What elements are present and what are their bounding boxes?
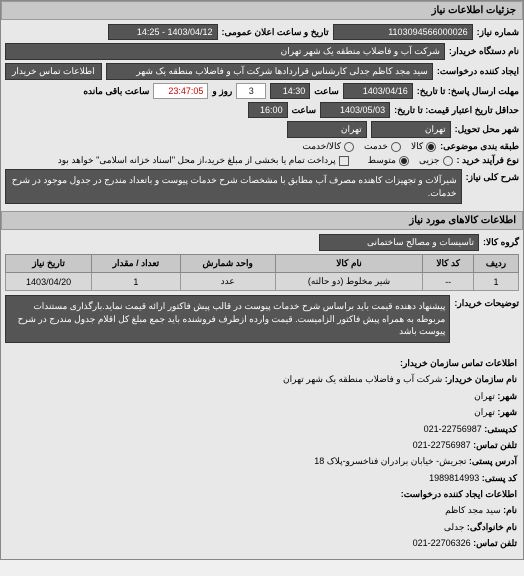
col-code: کد کالا — [423, 255, 474, 273]
price-time-field: 16:00 — [248, 102, 288, 118]
contact-addr-label: آدرس پستی: — [469, 456, 517, 466]
announce-field: 1403/04/12 - 14:25 — [108, 24, 218, 40]
remain-time-field: 23:47:05 — [153, 83, 208, 99]
col-row: ردیف — [474, 255, 519, 273]
cell-code: -- — [423, 273, 474, 291]
details-body: شماره نیاز: 1103094566000026 تاریخ و ساع… — [1, 20, 523, 211]
contact-phone-label: تلفن تماس: — [473, 440, 517, 450]
time-label-2: ساعت — [292, 105, 317, 116]
col-name: نام کالا — [275, 255, 423, 273]
cat-service-item[interactable]: خدمت — [364, 141, 401, 152]
col-qty: تعداد / مقدار — [92, 255, 181, 273]
contact-addr: تجریش- خیابان برادران فناخسرو-پلاک 18 — [314, 456, 466, 466]
radio-icon — [443, 156, 453, 166]
header-goods: اطلاعات کالاهای مورد نیاز — [1, 211, 523, 230]
buy-mid-item[interactable]: متوسط — [368, 155, 409, 166]
contact-prov-label: شهر: — [497, 391, 517, 401]
org-field: شرکت آب و فاضلاب منطقه یک شهر تهران — [5, 43, 445, 60]
contact-postal: 22756987-021 — [424, 424, 482, 434]
deadline-time-field: 14:30 — [270, 83, 310, 99]
remain-label: ساعت باقی مانده — [83, 86, 149, 97]
announce-label: تاریخ و ساعت اعلان عمومی: — [222, 27, 329, 38]
cat-pay-item[interactable]: کالا/خدمت — [302, 141, 354, 152]
radio-icon — [344, 142, 354, 152]
deadline-label: مهلت ارسال پاسخ: تا تاریخ: — [417, 86, 519, 97]
org-label: نام دستگاه خریدار: — [449, 46, 519, 57]
contact-post: 1989814993 — [429, 473, 479, 483]
header-main: جزئیات اطلاعات نیاز — [1, 1, 523, 20]
contact-city: تهران — [474, 407, 495, 417]
cell-row: 1 — [474, 273, 519, 291]
price-date-field: 1403/05/03 — [320, 102, 390, 118]
buyer-note-box: پیشنهاد دهنده قیمت باید براساس شرح خدمات… — [5, 295, 450, 343]
creator-label: ایجاد کننده درخواست: — [437, 66, 519, 77]
contact-prov: تهران — [474, 391, 495, 401]
cat-goods-item[interactable]: کالا — [411, 141, 436, 152]
cell-unit: عدد — [180, 273, 275, 291]
contact-tel: 22706326-021 — [413, 538, 471, 548]
desc-box: شیرآلات و تجهیزات کاهنده مصرف آب مطابق ب… — [5, 169, 462, 204]
contact-post-label: کد پستی: — [482, 473, 517, 483]
pay-note-label: پرداخت تمام یا بخشی از مبلغ خرید،از محل … — [58, 155, 336, 166]
city-field-2: تهران — [287, 121, 367, 138]
buy-type-label: نوع فرآیند خرید : — [457, 155, 520, 166]
radio-checked-icon — [399, 156, 409, 166]
buy-small-item[interactable]: جزیی — [419, 155, 453, 166]
price-deadline-label: حداقل تاریخ اعتبار قیمت: تا تاریخ: — [394, 105, 519, 116]
cat-label: طبقه بندی موضوعی: — [440, 141, 519, 152]
deadline-date-field: 1403/04/16 — [343, 83, 413, 99]
contact-family-label: نام خانوادگی: — [467, 522, 517, 532]
radio-checked-icon — [426, 142, 436, 152]
buy-mid-label: متوسط — [368, 155, 396, 166]
pay-note-item[interactable]: پرداخت تمام یا بخشی از مبلغ خرید،از محل … — [58, 155, 349, 166]
city-field-1: تهران — [371, 121, 451, 138]
col-unit: واحد شمارش — [180, 255, 275, 273]
cat-goods-label: کالا — [411, 141, 423, 152]
cat-service-label: خدمت — [364, 141, 388, 152]
desc-label: شرح کلی نیاز: — [466, 169, 519, 183]
main-container: جزئیات اطلاعات نیاز شماره نیاز: 11030945… — [0, 0, 524, 560]
cell-name: شیر مخلوط (دو حالته) — [275, 273, 423, 291]
creator-header: اطلاعات ایجاد کننده درخواست: — [7, 487, 517, 501]
time-label-1: ساعت — [314, 86, 339, 97]
cat-radio-group: کالا خدمت کالا/خدمت — [302, 141, 436, 152]
cell-qty: 1 — [92, 273, 181, 291]
radio-icon — [391, 142, 401, 152]
days-field: 3 — [236, 83, 266, 99]
city-label: شهر محل تحویل: — [455, 124, 519, 135]
table-row: 1 -- شیر مخلوط (دو حالته) عدد 1 1403/04/… — [6, 273, 519, 291]
checkbox-icon — [339, 156, 349, 166]
contact-button[interactable]: اطلاعات تماس خریدار — [5, 63, 102, 80]
contact-name-label: نام: — [503, 505, 517, 515]
days-label: روز و — [212, 86, 232, 97]
contact-family: جدلی — [444, 522, 465, 532]
contact-city-label: شهر: — [497, 407, 517, 417]
need-number-label: شماره نیاز: — [477, 27, 519, 38]
contact-org: شرکت آب و فاضلاب منطقه یک شهر تهران — [283, 374, 442, 384]
group-field: تاسیسات و مصالح ساختمانی — [319, 234, 479, 251]
contact-header: اطلاعات تماس سازمان خریدار: — [7, 356, 517, 370]
contact-section: اطلاعات تماس سازمان خریدار: نام سازمان خ… — [1, 350, 523, 559]
col-date: تاریخ نیاز — [6, 255, 92, 273]
contact-name: سید مجد کاظم — [445, 505, 501, 515]
goods-table: ردیف کد کالا نام کالا واحد شمارش تعداد /… — [5, 254, 519, 291]
buyer-note-label: توضیحات خریدار: — [454, 295, 519, 309]
buy-small-label: جزیی — [419, 155, 440, 166]
cell-date: 1403/04/20 — [6, 273, 92, 291]
contact-org-label: نام سازمان خریدار: — [445, 374, 517, 384]
goods-body: گروه کالا: تاسیسات و مصالح ساختمانی ردیف… — [1, 230, 523, 350]
need-number-field: 1103094566000026 — [333, 24, 473, 40]
group-label: گروه کالا: — [483, 237, 519, 248]
cat-pay-label: کالا/خدمت — [302, 141, 341, 152]
contact-tel-label: تلفن تماس: — [473, 538, 517, 548]
contact-postal-label: کدپستی: — [484, 424, 517, 434]
contact-phone: 22756987-021 — [413, 440, 471, 450]
buy-radio-group: جزیی متوسط — [368, 155, 453, 166]
table-header-row: ردیف کد کالا نام کالا واحد شمارش تعداد /… — [6, 255, 519, 273]
creator-field: سید مجد کاظم جدلی کارشناس قراردادها شرکت… — [106, 63, 433, 80]
